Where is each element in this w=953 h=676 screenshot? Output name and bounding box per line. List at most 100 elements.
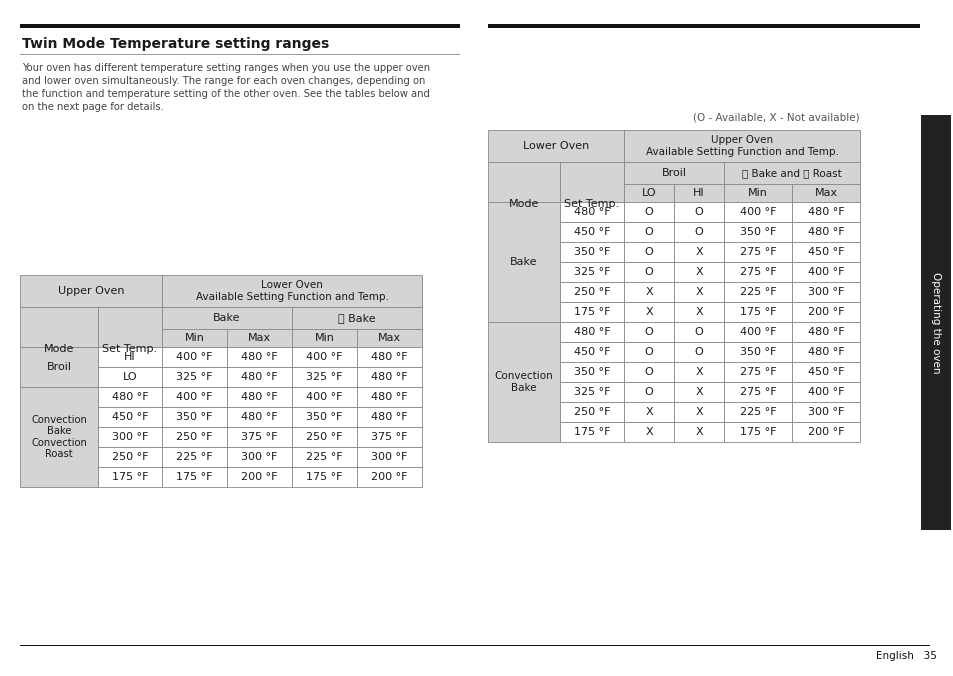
- Bar: [227, 367, 292, 387]
- Bar: [292, 447, 356, 467]
- Bar: [673, 362, 723, 382]
- Text: 325 °F: 325 °F: [573, 387, 610, 397]
- Text: X: X: [695, 267, 702, 277]
- Bar: [292, 407, 356, 427]
- Bar: [559, 302, 623, 322]
- Bar: [623, 342, 673, 362]
- Text: 400 °F: 400 °F: [739, 207, 776, 217]
- Text: 480 °F: 480 °F: [241, 352, 277, 362]
- Bar: [791, 342, 859, 362]
- Text: Broil: Broil: [660, 168, 686, 178]
- Bar: [162, 447, 227, 467]
- Bar: [356, 467, 421, 487]
- Text: 250 °F: 250 °F: [306, 432, 342, 442]
- Bar: [791, 362, 859, 382]
- Text: Lower Oven
Available Setting Function and Temp.: Lower Oven Available Setting Function an…: [195, 280, 388, 301]
- Bar: [292, 307, 421, 329]
- Text: 325 °F: 325 °F: [573, 267, 610, 277]
- Text: Bake: Bake: [213, 313, 240, 323]
- Bar: [673, 242, 723, 262]
- Text: LO: LO: [123, 372, 137, 382]
- Bar: [791, 242, 859, 262]
- Bar: [227, 447, 292, 467]
- Bar: [162, 347, 227, 367]
- Text: X: X: [695, 367, 702, 377]
- Bar: [488, 130, 623, 162]
- Text: 480 °F: 480 °F: [241, 392, 277, 402]
- Text: O: O: [694, 347, 702, 357]
- Bar: [623, 162, 723, 184]
- Text: 450 °F: 450 °F: [573, 347, 610, 357]
- Bar: [723, 282, 791, 302]
- Bar: [623, 222, 673, 242]
- Text: 200 °F: 200 °F: [241, 472, 277, 482]
- Text: Max: Max: [248, 333, 271, 343]
- Bar: [559, 382, 623, 402]
- Bar: [488, 162, 559, 202]
- Text: 350 °F: 350 °F: [176, 412, 213, 422]
- Text: Set Temp.: Set Temp.: [102, 344, 157, 354]
- Text: 480 °F: 480 °F: [371, 412, 407, 422]
- Bar: [227, 407, 292, 427]
- Bar: [723, 342, 791, 362]
- Bar: [356, 347, 421, 367]
- Text: the function and temperature setting of the other oven. See the tables below and: the function and temperature setting of …: [22, 89, 430, 99]
- Bar: [20, 387, 98, 487]
- Bar: [162, 467, 227, 487]
- Text: Min: Min: [314, 333, 335, 343]
- Text: Min: Min: [747, 188, 767, 198]
- Bar: [162, 307, 292, 329]
- Text: 200 °F: 200 °F: [807, 307, 843, 317]
- Text: HI: HI: [693, 188, 704, 198]
- Bar: [559, 342, 623, 362]
- Text: 480 °F: 480 °F: [241, 372, 277, 382]
- Text: 450 °F: 450 °F: [807, 247, 843, 257]
- Text: 250 °F: 250 °F: [573, 287, 610, 297]
- Text: Max: Max: [377, 333, 400, 343]
- Bar: [723, 262, 791, 282]
- Text: 480 °F: 480 °F: [807, 327, 843, 337]
- Text: 175 °F: 175 °F: [176, 472, 213, 482]
- Text: X: X: [695, 287, 702, 297]
- Bar: [623, 202, 673, 222]
- Bar: [791, 322, 859, 342]
- Bar: [791, 184, 859, 202]
- Text: 350 °F: 350 °F: [573, 247, 610, 257]
- Bar: [356, 427, 421, 447]
- Text: Convection
Bake: Convection Bake: [494, 371, 553, 393]
- Text: 325 °F: 325 °F: [176, 372, 213, 382]
- Bar: [920, 115, 950, 530]
- Text: 175 °F: 175 °F: [573, 427, 610, 437]
- Bar: [673, 202, 723, 222]
- Text: 350 °F: 350 °F: [573, 367, 610, 377]
- Text: 225 °F: 225 °F: [176, 452, 213, 462]
- Text: Broil: Broil: [47, 362, 71, 372]
- Bar: [98, 307, 162, 347]
- Bar: [623, 282, 673, 302]
- Bar: [673, 302, 723, 322]
- Text: 400 °F: 400 °F: [176, 352, 213, 362]
- Bar: [673, 342, 723, 362]
- Text: 225 °F: 225 °F: [739, 287, 776, 297]
- Text: X: X: [695, 387, 702, 397]
- Text: 275 °F: 275 °F: [739, 367, 776, 377]
- Bar: [20, 275, 162, 307]
- Text: X: X: [695, 307, 702, 317]
- Text: Convection
Bake
Convection
Roast: Convection Bake Convection Roast: [31, 414, 87, 460]
- Bar: [723, 402, 791, 422]
- Text: 400 °F: 400 °F: [306, 352, 342, 362]
- Text: 375 °F: 375 °F: [241, 432, 277, 442]
- Text: 200 °F: 200 °F: [371, 472, 407, 482]
- Bar: [20, 645, 929, 646]
- Bar: [292, 467, 356, 487]
- Text: 450 °F: 450 °F: [807, 367, 843, 377]
- Bar: [488, 322, 559, 442]
- Bar: [673, 422, 723, 442]
- Text: 480 °F: 480 °F: [112, 392, 148, 402]
- Text: 175 °F: 175 °F: [573, 307, 610, 317]
- Bar: [356, 387, 421, 407]
- Bar: [559, 402, 623, 422]
- Text: O: O: [644, 367, 653, 377]
- Bar: [162, 387, 227, 407]
- Text: X: X: [644, 307, 652, 317]
